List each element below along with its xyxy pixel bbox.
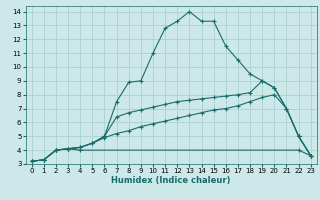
X-axis label: Humidex (Indice chaleur): Humidex (Indice chaleur) [111, 176, 231, 185]
